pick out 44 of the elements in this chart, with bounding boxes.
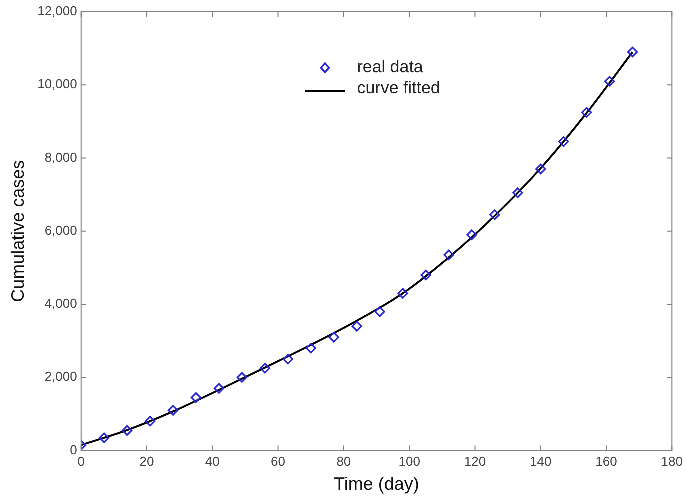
x-tick-label: 80 [336, 454, 352, 470]
point [260, 363, 270, 374]
point [444, 250, 454, 260]
y-axis-title: Cumulative cases [8, 160, 28, 302]
point [374, 306, 386, 318]
point [604, 76, 616, 87]
point [490, 210, 500, 220]
point [420, 270, 432, 281]
x-tick-label: 180 [661, 454, 684, 470]
y-tick-label: 6,000 [44, 222, 78, 238]
point [306, 343, 316, 354]
point [282, 354, 294, 365]
point [122, 425, 133, 436]
point [582, 107, 592, 118]
x-tick-label: 20 [140, 454, 154, 470]
point [190, 392, 202, 404]
x-tick-label: 100 [398, 454, 420, 470]
point [236, 372, 248, 383]
point [168, 405, 179, 416]
point [328, 332, 340, 343]
y-tick-label: 0 [70, 442, 78, 458]
point [214, 383, 225, 394]
y-tick-label: 8,000 [44, 150, 78, 165]
x-tick-label: 40 [205, 454, 220, 470]
x-tick-label: 160 [596, 454, 618, 470]
y-tick-label: 10,000 [38, 76, 78, 92]
x-tick-label: 120 [464, 454, 486, 470]
x-tick-label: 140 [530, 454, 552, 470]
point [466, 230, 478, 240]
point [398, 288, 408, 299]
point [144, 416, 156, 427]
point [512, 188, 524, 198]
point [352, 321, 362, 332]
x-axis-title: Time (day) [334, 474, 420, 494]
point [536, 164, 546, 175]
point [627, 46, 638, 58]
y-tick-label: 12,000 [38, 4, 78, 19]
point [99, 432, 110, 444]
y-tick-label: 4,000 [44, 296, 78, 312]
point [558, 136, 570, 148]
x-tick-label: 60 [271, 454, 286, 470]
y-tick-label: 2,000 [44, 369, 78, 384]
legend-label: real data [357, 58, 424, 77]
legend-label: curve fitted [357, 78, 440, 98]
